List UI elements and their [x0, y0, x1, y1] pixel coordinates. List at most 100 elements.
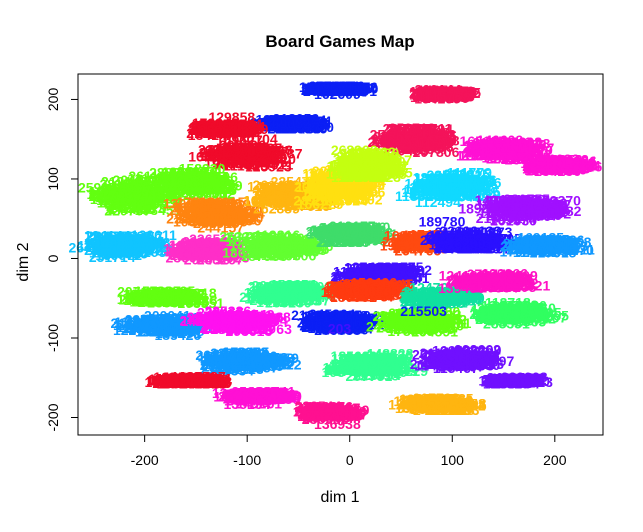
data-points: 1345391384421222672741521753952746872178…: [68, 78, 602, 427]
data-point: 147784: [211, 122, 258, 138]
data-point: 245462: [264, 114, 311, 130]
data-point: 123060: [204, 117, 251, 133]
data-point: 197306: [269, 116, 316, 132]
data-point: 283271: [278, 119, 325, 135]
annotation-label: 282485: [427, 391, 474, 407]
data-point: 184147: [188, 127, 235, 143]
data-point: 235346: [191, 117, 238, 133]
y-tick-label: 100: [45, 167, 61, 191]
data-point: 275304: [285, 113, 332, 129]
data-point: 105269: [274, 116, 321, 132]
data-point: 195874: [302, 81, 349, 97]
data-point: 195734: [324, 80, 371, 96]
data-point: 186765: [317, 81, 364, 97]
data-point: 102264: [280, 112, 327, 128]
data-point: 170866: [199, 117, 246, 133]
x-axis-label: dim 1: [320, 489, 359, 506]
data-point: 157067: [176, 199, 223, 215]
data-point: 189736: [324, 81, 371, 97]
data-point: 149369: [111, 180, 158, 196]
data-point: 154526: [284, 116, 331, 132]
data-point: 143192: [209, 118, 256, 134]
data-point: 284957: [267, 112, 314, 128]
data-point: 104717: [200, 116, 247, 132]
data-point: 256150: [267, 113, 314, 129]
data-point: 151424: [272, 117, 319, 133]
x-tick-label: 100: [441, 452, 465, 468]
data-point: 246429: [315, 80, 362, 96]
data-point: 211842: [472, 134, 518, 150]
data-point: 275837: [206, 119, 253, 135]
data-point: 146409: [209, 121, 256, 137]
data-point: 105110: [520, 155, 566, 171]
data-point: 219969: [261, 115, 308, 131]
data-point: 208573: [198, 119, 245, 135]
data-point: 256605: [323, 81, 370, 97]
data-point: 180739: [271, 114, 318, 130]
data-point: 126999: [281, 120, 328, 136]
data-point: 160277: [269, 118, 316, 134]
data-point: 293615: [209, 120, 256, 136]
annotation-label: 2160: [537, 236, 568, 252]
data-point: 151890: [324, 81, 371, 97]
data-point: 225117: [201, 124, 247, 140]
data-point: 179531: [214, 121, 261, 137]
chart-title: Board Games Map: [265, 32, 414, 51]
data-point: 266560: [201, 119, 248, 135]
data-point: 254610: [287, 119, 334, 135]
data-point: 148457: [210, 118, 257, 134]
annotation-label: 129858: [208, 109, 255, 125]
data-point: 171169: [318, 81, 364, 97]
data-point: 268888: [303, 83, 350, 99]
data-point: 139046: [275, 289, 322, 305]
data-point: 252181: [486, 207, 533, 223]
data-point: 263581: [496, 372, 543, 388]
data-point: 249037: [324, 81, 371, 97]
data-point: 231035: [264, 112, 311, 128]
data-point: 295145: [312, 80, 359, 96]
data-point: 213506: [266, 116, 313, 132]
data-point: 175541: [282, 115, 329, 131]
data-point: 117491: [326, 80, 372, 96]
data-point: 258820: [332, 81, 379, 97]
y-tick-label: 200: [45, 88, 61, 112]
data-point: 206944: [279, 116, 326, 132]
data-point: 282836: [268, 116, 315, 132]
data-point: 146862: [208, 124, 255, 140]
data-point: 222879: [211, 119, 258, 135]
data-point: 110962: [268, 115, 314, 131]
data-point: 163185: [323, 82, 370, 98]
data-point: 219599: [231, 356, 278, 372]
y-tick-label: -200: [45, 403, 61, 431]
plot-area: 1345391384421222672741521753952746872178…: [68, 78, 602, 432]
data-point: 235788: [254, 117, 301, 133]
data-point: 226595: [196, 123, 243, 139]
data-point: 234278: [316, 81, 363, 97]
data-point: 237013: [307, 81, 354, 97]
data-point: 203954: [195, 117, 242, 133]
data-point: 248514: [268, 112, 315, 128]
data-point: 250614: [301, 82, 348, 98]
data-point: 243517: [321, 80, 368, 96]
data-point: 175342: [314, 82, 361, 98]
y-axis: -200 -100 0 100 200: [45, 88, 79, 432]
data-point: 259852: [203, 121, 250, 137]
data-point: 150533: [206, 120, 253, 136]
data-point: 173244: [414, 171, 461, 187]
data-point: 264897: [274, 119, 321, 135]
data-point: 233373: [321, 84, 368, 100]
data-point: 128638: [193, 122, 240, 138]
data-point: 189392: [217, 120, 264, 136]
data-point: 218317: [186, 125, 233, 141]
data-point: 202303: [217, 120, 264, 136]
data-point: 222691: [207, 123, 254, 139]
data-point: 198745: [310, 82, 357, 98]
x-axis: -200 -100 0 100 200: [131, 434, 567, 468]
x-tick-label: -100: [233, 452, 261, 468]
data-point: 273124: [206, 124, 253, 140]
data-point: 239007: [315, 80, 362, 96]
x-tick-label: 0: [346, 452, 354, 468]
data-point: 193877: [276, 118, 323, 134]
data-point: 196388: [204, 118, 251, 134]
